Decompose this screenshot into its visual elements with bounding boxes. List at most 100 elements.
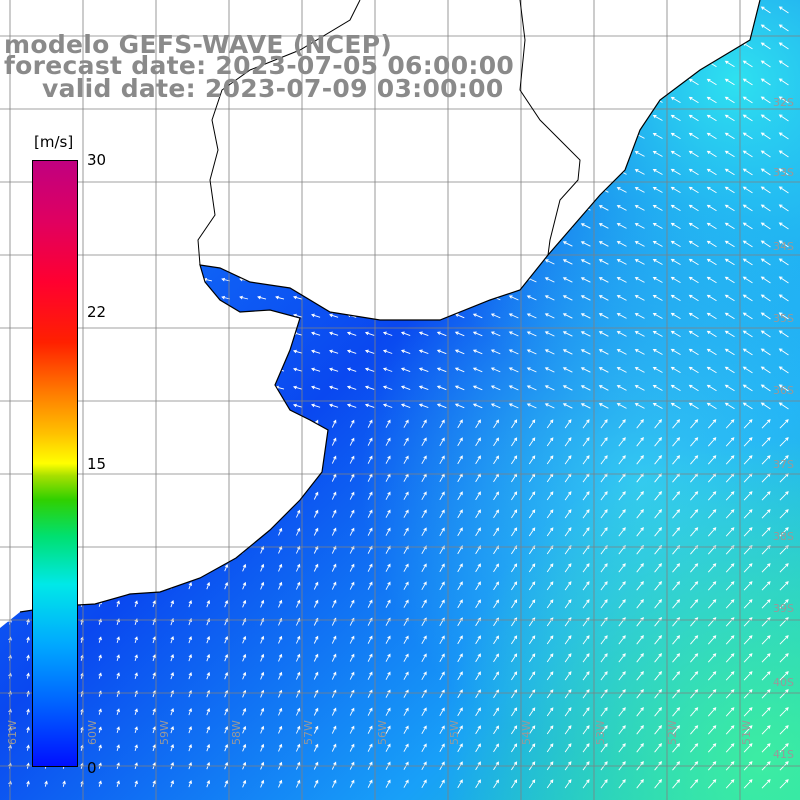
wind-arrow <box>706 384 717 392</box>
wind-arrow <box>724 384 735 392</box>
wind-arrow <box>490 367 501 373</box>
wind-arrow <box>457 671 463 681</box>
wind-arrow <box>634 187 645 193</box>
wind-arrow <box>690 671 699 681</box>
wind-arrow <box>688 384 699 392</box>
colorbar-tick: 30 <box>87 151 107 169</box>
wind-arrow <box>600 707 608 717</box>
wind-arrow <box>743 635 753 645</box>
wind-arrow <box>367 743 373 752</box>
wind-arrow <box>331 671 337 680</box>
wind-arrow <box>672 509 681 519</box>
wind-arrow <box>672 527 681 537</box>
wind-arrow <box>439 563 445 573</box>
wind-arrow <box>475 779 481 789</box>
wind-arrow <box>242 599 247 608</box>
wind-arrow <box>636 689 644 699</box>
wind-arrow <box>224 563 229 572</box>
wind-arrow <box>670 96 681 103</box>
wind-arrow <box>493 455 500 465</box>
wind-arrow <box>349 545 355 554</box>
wind-arrow <box>690 581 699 591</box>
wind-arrow <box>761 491 771 501</box>
colorbar-tick: 22 <box>87 303 107 321</box>
wind-arrow <box>672 743 681 753</box>
wind-arrow <box>706 402 717 410</box>
wind-arrow <box>421 527 427 537</box>
wind-arrow <box>779 743 789 753</box>
wind-arrow <box>672 563 681 573</box>
wind-arrow <box>382 403 393 408</box>
wind-arrow <box>224 635 229 644</box>
wind-arrow <box>385 599 391 608</box>
wind-arrow <box>636 563 644 573</box>
wind-arrow <box>707 581 717 591</box>
wind-arrow <box>707 671 717 681</box>
wind-arrow <box>311 331 321 336</box>
wind-arrow <box>654 743 663 753</box>
wind-arrow <box>652 349 663 355</box>
wind-arrow <box>564 437 572 447</box>
lat-label: 36S <box>773 384 794 397</box>
wind-arrow <box>295 599 301 608</box>
wind-arrow <box>382 349 393 354</box>
colorbar-units: [m/s] <box>34 133 74 151</box>
wind-arrow <box>690 527 699 537</box>
wind-arrow <box>742 150 753 158</box>
wind-arrow <box>260 671 265 680</box>
wind-arrow <box>546 743 554 753</box>
wind-arrow <box>564 743 572 753</box>
wind-arrow <box>292 295 303 300</box>
wind-arrow <box>670 114 681 121</box>
wind-arrow <box>688 114 699 122</box>
wind-arrow <box>528 725 536 735</box>
wind-arrow <box>170 780 175 788</box>
wind-arrow <box>688 78 699 86</box>
wind-arrow <box>582 653 590 663</box>
wind-arrow <box>654 419 663 429</box>
wind-arrow <box>508 367 519 373</box>
wind-arrow <box>760 150 771 158</box>
wind-arrow <box>242 779 247 788</box>
wind-arrow <box>382 385 393 390</box>
wind-arrow <box>725 455 735 465</box>
wind-arrow <box>439 653 445 663</box>
wind-arrow <box>385 707 391 716</box>
wind-arrow <box>403 563 409 572</box>
wind-arrow <box>349 563 355 572</box>
wind-arrow <box>439 437 445 447</box>
wind-arrow <box>670 150 681 157</box>
wind-arrow <box>743 599 753 609</box>
wind-arrow <box>511 671 518 681</box>
wind-arrow <box>436 331 447 337</box>
wind-arrow <box>224 707 229 716</box>
wind-arrow <box>493 743 500 753</box>
wind-arrow <box>544 313 555 319</box>
wind-arrow <box>778 96 789 104</box>
wind-arrow <box>618 725 626 735</box>
wind-arrow <box>418 331 429 337</box>
wind-arrow <box>403 725 409 734</box>
wind-arrow <box>670 402 681 409</box>
wind-arrow <box>690 455 699 465</box>
wind-arrow <box>475 563 481 573</box>
wind-arrow <box>170 726 175 734</box>
wind-arrow <box>707 599 717 609</box>
wind-arrow <box>331 527 337 536</box>
wind-arrow <box>295 581 301 590</box>
wind-arrow <box>367 545 373 554</box>
wind-arrow <box>760 114 771 122</box>
wind-arrow <box>439 779 445 789</box>
wind-arrow <box>742 60 753 68</box>
wind-arrow <box>778 240 789 248</box>
wind-arrow <box>331 689 337 698</box>
wind-arrow <box>725 689 735 699</box>
wind-arrow <box>724 366 735 374</box>
wind-arrow <box>654 509 663 519</box>
wind-arrow <box>439 635 445 645</box>
wind-arrow <box>725 419 735 429</box>
wind-arrow <box>457 599 463 609</box>
wind-arrow <box>170 672 175 680</box>
wind-arrow <box>562 259 573 265</box>
wind-arrow <box>743 563 753 573</box>
